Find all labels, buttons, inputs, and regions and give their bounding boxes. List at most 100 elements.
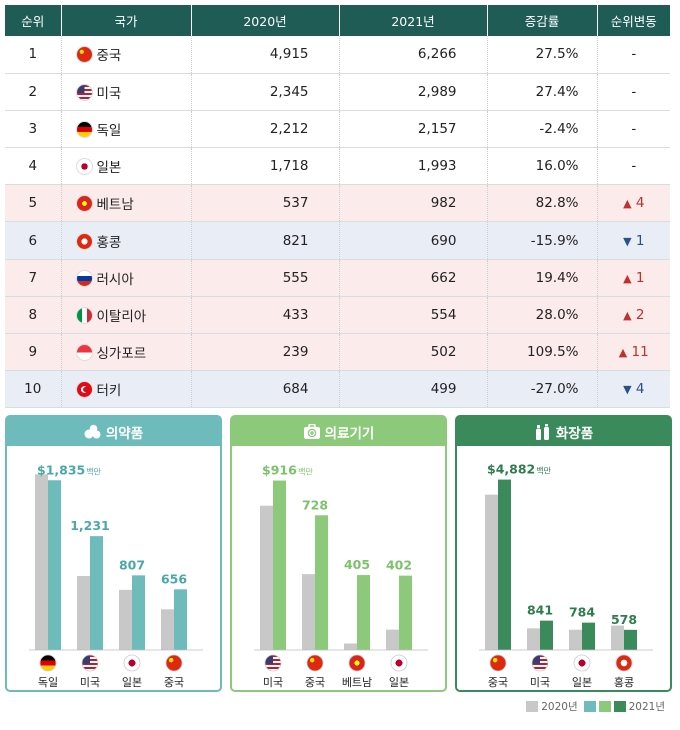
value-2020-cell: 239: [191, 333, 340, 372]
pills-icon: [84, 424, 101, 438]
rank-move-value: 4: [635, 381, 645, 398]
change-rate-cell: -27.0%: [487, 370, 598, 409]
pharma-panel: 의약품 $1,835 백만 독일 1,231 미국 807 일본 656 중국: [5, 415, 222, 692]
rank-move-cell: ▲ 1: [597, 259, 670, 297]
rank-move-cell: ▼ 4: [597, 370, 670, 409]
hk-flag-icon: [75, 232, 93, 250]
value-2020-cell: 1,718: [191, 147, 340, 186]
value-2021-cell: 6,266: [339, 36, 488, 74]
value-2020-cell: 4,915: [191, 36, 340, 74]
table-row: 4 일본 1,718 1,993 16.0% -: [5, 147, 670, 186]
country-cell: 터키: [61, 370, 192, 409]
bar-data-label: 405: [344, 557, 370, 572]
triangle-up-icon: ▲: [618, 346, 628, 360]
value-2020-cell: 684: [191, 370, 340, 409]
us-flag-icon: [75, 83, 93, 101]
bar-2021: [399, 575, 412, 650]
rank-move-cell: ▼ 1: [597, 221, 670, 260]
it-flag-icon: [75, 306, 93, 324]
rank-move-cell: ▲ 2: [597, 296, 670, 335]
value-2021-cell: 2,157: [339, 110, 488, 149]
bar-2020: [119, 589, 132, 650]
rank-move-cell: ▲ 4: [597, 184, 670, 223]
medical-kit-icon: [303, 423, 320, 439]
flag-border: [489, 654, 507, 672]
bar-2021: [624, 629, 637, 650]
flag-border: [165, 654, 183, 672]
rank-move-value: 1: [635, 232, 645, 249]
country-cell: 싱가포르: [61, 333, 192, 372]
country-cell: 홍콩: [61, 221, 192, 260]
bar-2020: [77, 576, 90, 650]
header-2020: 2020년: [191, 5, 340, 36]
flag-border: [348, 654, 366, 672]
rank-move-cell: -: [597, 36, 670, 74]
vn-flag-icon: [75, 195, 93, 213]
legend-swatch-2020: [526, 701, 539, 712]
header-rank: 순위: [5, 5, 62, 36]
bar-data-label: 841: [527, 603, 553, 618]
country-name: 일본: [96, 160, 122, 177]
cn-flag-icon: [75, 46, 93, 64]
chart-legend: 2020년 2021년: [523, 699, 668, 714]
value-2021-cell: 662: [339, 259, 488, 297]
rank-move-value: -: [631, 83, 637, 100]
bar-data-label: 578: [611, 612, 637, 627]
country-cell: 미국: [61, 73, 192, 111]
value-2020-cell: 433: [191, 296, 340, 335]
bar-2021: [540, 620, 553, 650]
change-rate-cell: 27.5%: [487, 36, 598, 74]
country-name: 터키: [96, 383, 122, 400]
rank-cell: 1: [5, 36, 62, 74]
legend-swatch-2021-cosmetic: [613, 701, 626, 712]
jp-flag-icon: [75, 158, 93, 176]
country-name: 싱가포르: [96, 346, 147, 363]
triangle-down-icon: ▼: [623, 234, 632, 248]
rank-move-value: -: [631, 158, 637, 175]
country-name: 러시아: [96, 271, 134, 288]
rank-move-cell: -: [597, 147, 670, 186]
category-label: 중국: [488, 676, 508, 689]
bar-data-label: 656: [161, 571, 187, 586]
change-rate-cell: 19.4%: [487, 259, 598, 297]
rank-move-cell: ▲ 11: [597, 333, 670, 372]
legend-label-2020: 2020년: [541, 701, 578, 713]
unit-suffix-label: 백만: [298, 467, 313, 477]
category-label: 홍콩: [614, 675, 634, 689]
bar-2021: [273, 480, 286, 650]
bar-2021: [498, 479, 511, 650]
rank-cell: 10: [5, 370, 62, 409]
value-2020-cell: 555: [191, 259, 340, 297]
country-name: 미국: [96, 85, 122, 102]
value-2021-cell: 554: [339, 296, 488, 335]
flag-border: [306, 654, 324, 672]
value-2021-cell: 499: [339, 370, 488, 409]
category-label: 베트남: [342, 676, 372, 689]
triangle-up-icon: ▲: [623, 308, 632, 322]
value-2020-cell: 821: [191, 221, 340, 260]
bar-2020: [611, 625, 624, 650]
bar-data-label: 807: [119, 557, 145, 572]
rank-move-value: 2: [635, 306, 645, 323]
rank-move-cell: -: [597, 73, 670, 111]
flag-border: [123, 654, 141, 672]
pharma-title: 의약품: [105, 425, 144, 442]
bar-2021: [315, 515, 328, 650]
bar-2021: [90, 536, 103, 650]
unit-suffix-label: 백만: [86, 466, 101, 476]
value-2020-cell: 537: [191, 184, 340, 223]
bar-data-label: $916: [262, 463, 297, 478]
bar-2020: [260, 505, 273, 650]
header-rank-move: 순위변동: [597, 5, 670, 36]
rank-cell: 5: [5, 184, 62, 223]
medical-panel-header: 의료기기: [232, 417, 445, 446]
table-row: 5 베트남 537 982 82.8% ▲ 4: [5, 184, 670, 223]
ru-flag-icon: [75, 269, 93, 287]
bar-2020: [386, 629, 399, 650]
category-label: 일본: [122, 675, 142, 689]
rank-cell: 9: [5, 333, 62, 372]
rank-cell: 3: [5, 110, 62, 149]
bar-2021: [357, 575, 370, 650]
bar-2020: [485, 494, 498, 650]
